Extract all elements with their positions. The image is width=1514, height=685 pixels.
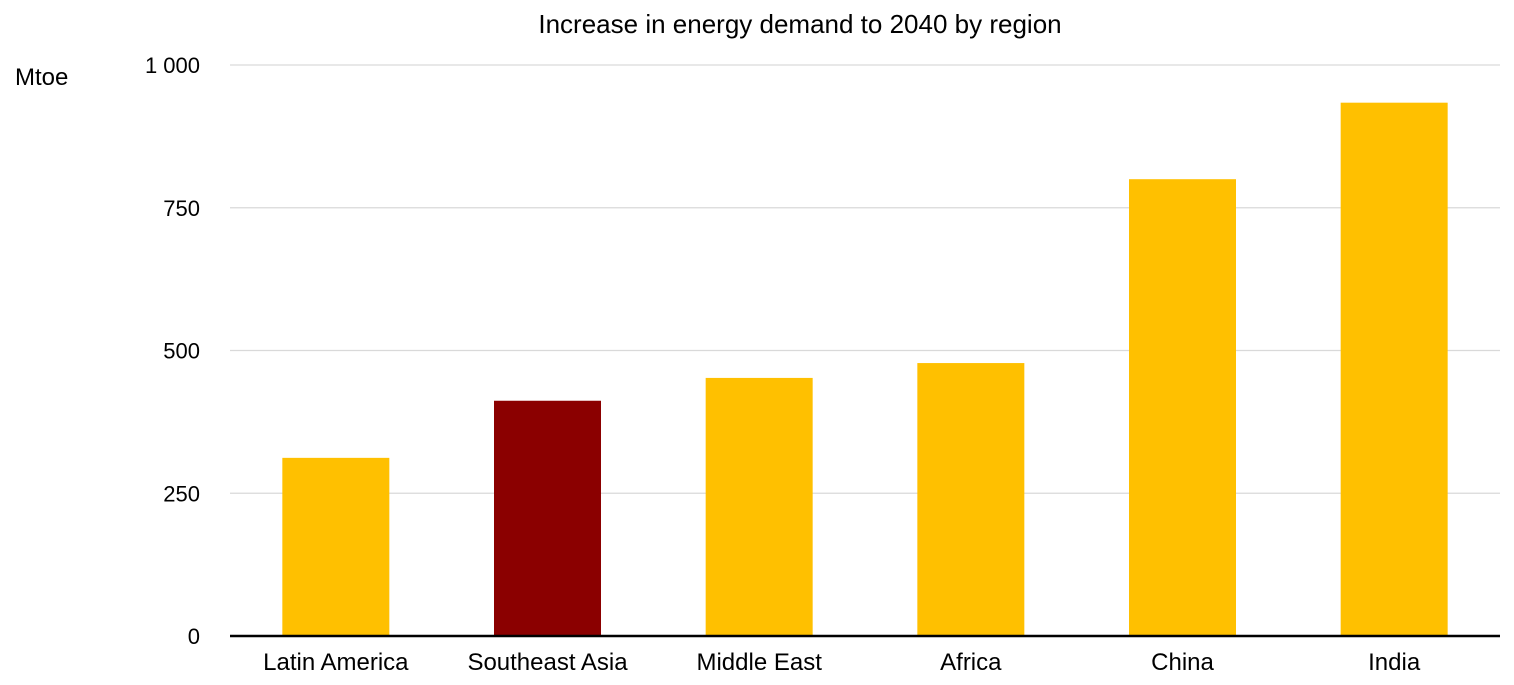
- y-tick-label: 0: [188, 624, 200, 649]
- x-category-label: Latin America: [263, 649, 409, 676]
- bar-india: [1340, 102, 1448, 637]
- x-axis-categories: Latin America Southeast Asia Middle East Af…: [263, 649, 1421, 676]
- bar-latin-america: [282, 457, 390, 636]
- x-category-label: China: [1151, 649, 1214, 676]
- bar-africa: [917, 363, 1025, 636]
- gridlines: [230, 64, 1500, 494]
- y-axis-unit-label: Mtoe: [15, 64, 68, 91]
- y-axis-ticks: 0 250 500 750 1 000: [145, 53, 200, 649]
- y-tick-label: 250: [163, 481, 200, 506]
- y-tick-label: 1 000: [145, 53, 200, 78]
- bar-southeast-asia: [494, 400, 601, 636]
- chart-title: Increase in energy demand to 2040 by reg…: [538, 9, 1061, 39]
- bar-china: [1129, 179, 1236, 636]
- x-category-label: Middle East: [696, 649, 822, 676]
- y-tick-label: 500: [163, 339, 200, 364]
- x-category-label: Africa: [940, 649, 1002, 676]
- x-category-label: India: [1368, 649, 1421, 676]
- y-tick-label: 750: [163, 196, 200, 221]
- x-category-label: Southeast Asia: [467, 649, 628, 676]
- bars: [282, 102, 1448, 637]
- bar-middle-east: [705, 377, 813, 636]
